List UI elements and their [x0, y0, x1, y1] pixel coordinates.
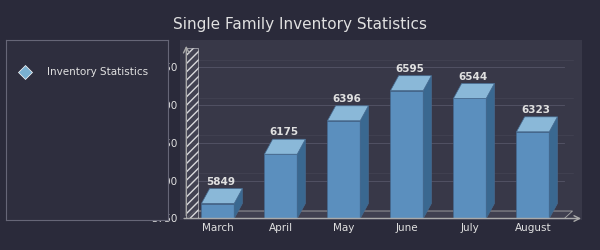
Polygon shape [486, 84, 494, 218]
Polygon shape [265, 154, 297, 218]
Polygon shape [391, 76, 431, 91]
Polygon shape [549, 117, 557, 218]
Text: Inventory Statistics: Inventory Statistics [47, 68, 148, 78]
Text: 6396: 6396 [332, 94, 362, 104]
Polygon shape [328, 106, 368, 121]
Polygon shape [187, 48, 197, 218]
Text: 5849: 5849 [206, 177, 236, 187]
Polygon shape [265, 139, 305, 154]
Text: 6595: 6595 [395, 64, 425, 74]
Text: 6544: 6544 [458, 72, 488, 82]
Polygon shape [360, 106, 368, 218]
Polygon shape [234, 188, 242, 218]
Polygon shape [391, 91, 423, 218]
Text: 6323: 6323 [521, 105, 551, 115]
Polygon shape [423, 76, 431, 218]
Text: Single Family Inventory Statistics: Single Family Inventory Statistics [173, 18, 427, 32]
Polygon shape [454, 84, 494, 98]
Polygon shape [517, 117, 557, 132]
Polygon shape [328, 121, 360, 218]
Polygon shape [202, 188, 242, 204]
Polygon shape [517, 132, 549, 218]
Polygon shape [202, 204, 234, 218]
Polygon shape [187, 211, 572, 218]
Text: 6175: 6175 [269, 128, 299, 138]
Polygon shape [454, 98, 486, 218]
Polygon shape [297, 139, 305, 218]
